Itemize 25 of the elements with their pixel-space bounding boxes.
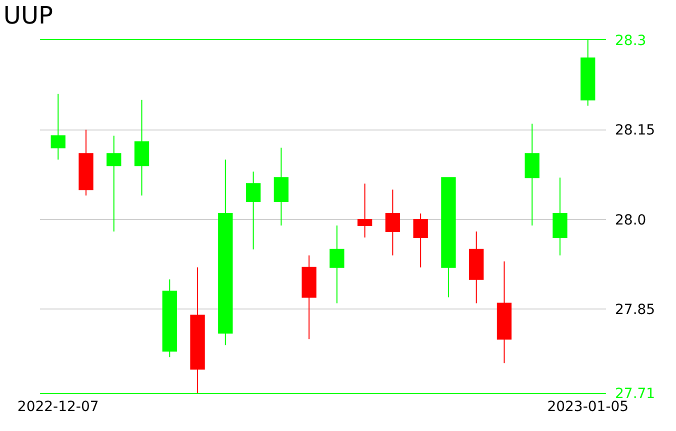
candlestick bbox=[134, 99, 150, 196]
candlestick bbox=[441, 177, 456, 298]
y-tick-label: 27.85 bbox=[615, 302, 656, 318]
candlestick bbox=[496, 260, 512, 364]
y-tick-label: 28.0 bbox=[615, 212, 646, 228]
candlestick bbox=[552, 177, 568, 256]
candlestick bbox=[302, 254, 316, 340]
candlestick bbox=[246, 171, 261, 250]
candlestick bbox=[330, 224, 344, 304]
y-tick-label: 28.15 bbox=[615, 122, 656, 139]
candlestick bbox=[78, 129, 94, 196]
candlestick bbox=[190, 266, 205, 393]
candlestick bbox=[385, 189, 400, 256]
candlestick bbox=[162, 278, 177, 358]
candlestick bbox=[413, 213, 428, 268]
chart-title: UUP bbox=[3, 1, 53, 30]
candlestick bbox=[357, 183, 372, 238]
candlestick bbox=[274, 147, 289, 226]
candlestick bbox=[524, 123, 540, 226]
candlestick bbox=[106, 135, 122, 232]
candlestick bbox=[218, 159, 233, 346]
candlestick bbox=[50, 93, 66, 160]
y-tick-label: 28.3 bbox=[615, 32, 646, 49]
candlestick bbox=[469, 230, 484, 304]
x-tick-label: 2022-12-07 bbox=[17, 398, 99, 415]
